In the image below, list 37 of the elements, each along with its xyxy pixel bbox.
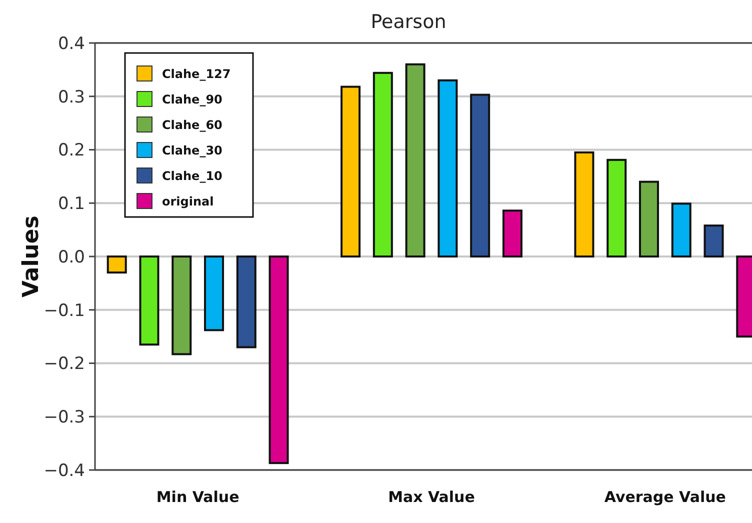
y-axis-title: Values — [19, 216, 44, 298]
bar — [204, 256, 224, 332]
x-tick-label: Min Value — [156, 488, 240, 506]
y-tick-label: −0.1 — [44, 300, 85, 321]
bar — [638, 180, 659, 258]
bar — [106, 256, 127, 274]
bar — [268, 256, 289, 464]
x-tick-label: Max Value — [388, 488, 475, 506]
legend-label: Clahe_90 — [162, 92, 222, 107]
bar — [606, 158, 627, 258]
x-tick-label: Average Value — [604, 488, 726, 506]
bar — [704, 224, 724, 258]
legend-label: Clahe_10 — [162, 169, 222, 184]
legend-label: Clahe_127 — [162, 67, 231, 82]
y-tick-label: 0.0 — [58, 247, 85, 268]
chart-title: Pearson — [370, 11, 446, 33]
legend-label: Clahe_30 — [162, 144, 222, 158]
bar — [574, 151, 594, 258]
y-tick-label: −0.2 — [44, 354, 85, 374]
bar — [372, 72, 393, 258]
bar — [139, 256, 160, 346]
bar — [671, 202, 692, 258]
bar — [502, 210, 522, 258]
y-tick-label: −0.3 — [44, 408, 85, 428]
bar — [470, 94, 490, 258]
bar — [405, 63, 426, 258]
y-tick-label: 0.3 — [58, 87, 85, 108]
bar — [340, 86, 361, 258]
y-tick-label: 0.2 — [58, 140, 85, 161]
y-tick-label: −0.4 — [44, 460, 85, 481]
bar — [172, 256, 192, 356]
y-tick-label: 0.4 — [58, 34, 85, 54]
y-tick-label: 0.1 — [58, 194, 85, 214]
legend-label: original — [162, 194, 214, 209]
bar — [236, 256, 256, 348]
legend-label: Clahe_60 — [162, 118, 222, 132]
bar — [438, 79, 458, 258]
